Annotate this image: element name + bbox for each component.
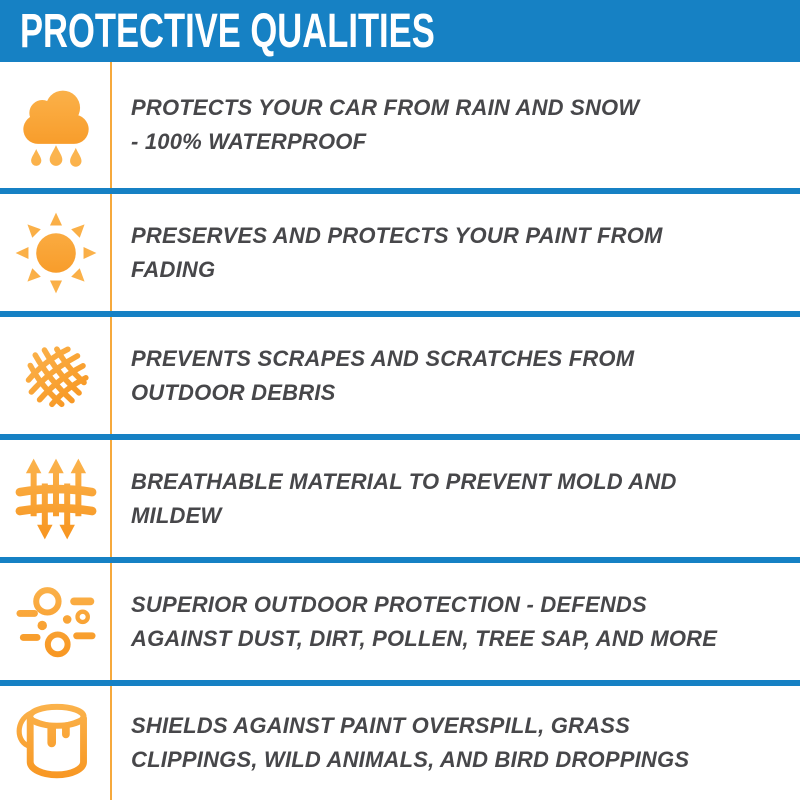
row-divider — [0, 188, 800, 194]
feature-text-line: PROTECTS YOUR CAR FROM RAIN AND SNOW — [131, 95, 640, 120]
feature-text: PROTECTS YOUR CAR FROM RAIN AND SNOW - 10… — [112, 91, 800, 159]
feature-text-line: - 100% WATERPROOF — [131, 129, 367, 154]
feature-row: BREATHABLE MATERIAL TO PREVENT MOLD AND M… — [0, 440, 800, 557]
vertical-rule — [110, 62, 112, 800]
row-divider — [0, 311, 800, 317]
feature-text-line: CLIPPINGS, WILD ANIMALS, AND BIRD DROPPI… — [131, 747, 690, 772]
feature-text: SUPERIOR OUTDOOR PROTECTION - DEFENDS AGA… — [112, 588, 800, 656]
breathable-icon — [13, 456, 99, 542]
feature-text-line: BREATHABLE MATERIAL TO PREVENT MOLD AND — [131, 468, 677, 494]
header-bar: PROTECTIVE QUALITIES — [0, 0, 800, 62]
feature-text-line: OUTDOOR DEBRIS — [131, 379, 336, 405]
row-divider — [0, 680, 800, 686]
feature-text: BREATHABLE MATERIAL TO PREVENT MOLD AND M… — [112, 465, 800, 533]
feature-icon-cell — [0, 333, 112, 419]
feature-icon-cell — [0, 579, 112, 665]
feature-text: SHIELDS AGAINST PAINT OVERSPILL, GRASS CL… — [112, 709, 800, 777]
row-divider — [0, 434, 800, 440]
page-title: PROTECTIVE QUALITIES — [20, 4, 435, 58]
feature-text-line: SHIELDS AGAINST PAINT OVERSPILL, GRASS — [131, 713, 630, 738]
paint-bucket-icon — [13, 700, 99, 786]
feature-row: PROTECTS YOUR CAR FROM RAIN AND SNOW - 10… — [0, 62, 800, 188]
feature-text-line: SUPERIOR OUTDOOR PROTECTION - DEFENDS — [131, 591, 647, 617]
feature-row: PREVENTS SCRAPES AND SCRATCHES FROM OUTDO… — [0, 317, 800, 434]
feature-text-line: PREVENTS SCRAPES AND SCRATCHES FROM — [131, 345, 635, 371]
feature-icon-cell — [0, 210, 112, 296]
feature-row: PRESERVES AND PROTECTS YOUR PAINT FROM FA… — [0, 194, 800, 311]
feature-icon-cell — [0, 82, 112, 168]
dust-icon — [13, 579, 99, 665]
feature-icon-cell — [0, 456, 112, 542]
feature-text-line: FADING — [131, 256, 216, 282]
feature-row: SUPERIOR OUTDOOR PROTECTION - DEFENDS AGA… — [0, 563, 800, 680]
feature-list: PROTECTS YOUR CAR FROM RAIN AND SNOW - 10… — [0, 62, 800, 800]
sun-icon — [15, 212, 97, 293]
feature-icon-cell — [0, 700, 112, 786]
feature-text-line: MILDEW — [131, 502, 222, 528]
feature-text: PRESERVES AND PROTECTS YOUR PAINT FROM FA… — [112, 219, 800, 287]
feature-text: PREVENTS SCRAPES AND SCRATCHES FROM OUTDO… — [112, 342, 800, 410]
rain-cloud-icon — [23, 90, 89, 167]
feature-text-line: AGAINST DUST, DIRT, POLLEN, TREE SAP, AN… — [131, 625, 718, 651]
feature-text-line: PRESERVES AND PROTECTS YOUR PAINT FROM — [131, 222, 663, 248]
net-icon — [13, 333, 99, 419]
feature-row: SHIELDS AGAINST PAINT OVERSPILL, GRASS CL… — [0, 686, 800, 800]
row-divider — [0, 557, 800, 563]
